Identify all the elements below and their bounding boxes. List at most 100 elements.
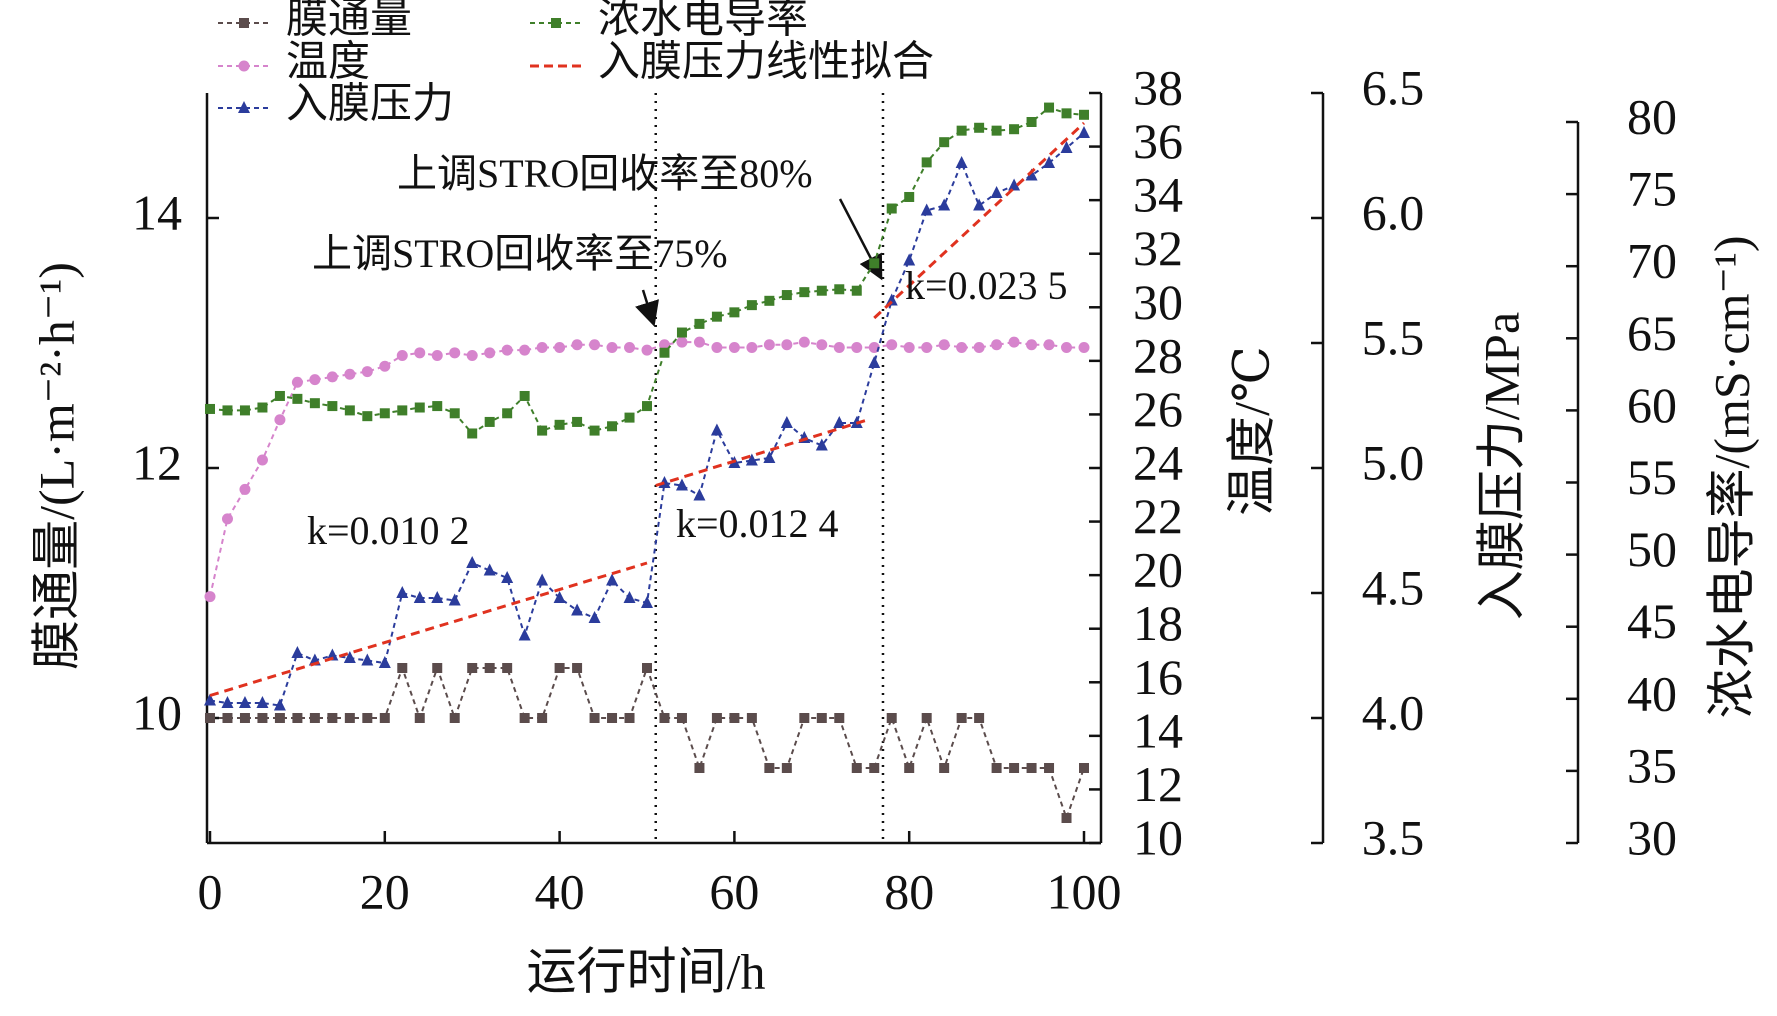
y-tick-label: 20 xyxy=(1133,542,1183,598)
data-point xyxy=(956,713,967,723)
data-point xyxy=(484,663,495,673)
data-point xyxy=(974,713,985,723)
data-point xyxy=(572,663,583,673)
y-tick-label: 30 xyxy=(1627,809,1677,865)
data-point xyxy=(361,366,373,378)
data-point xyxy=(991,339,1003,351)
data-point xyxy=(938,198,951,211)
data-point xyxy=(851,763,862,773)
data-point xyxy=(414,402,425,413)
data-point xyxy=(1009,763,1020,773)
data-point xyxy=(886,203,897,214)
data-point xyxy=(851,285,862,296)
data-point xyxy=(572,416,583,427)
data-point xyxy=(938,339,950,351)
data-point xyxy=(501,344,513,356)
data-point xyxy=(466,350,478,361)
data-point xyxy=(502,663,513,673)
data-point xyxy=(378,656,391,668)
data-point xyxy=(239,713,250,723)
data-point xyxy=(588,611,601,623)
data-point xyxy=(886,339,898,351)
y-tick-label: 65 xyxy=(1627,305,1677,361)
data-point xyxy=(589,713,600,723)
data-point xyxy=(676,713,687,723)
data-point xyxy=(257,713,268,723)
legend-label: 膜通量 xyxy=(286,0,412,43)
data-point xyxy=(798,336,810,348)
data-point xyxy=(536,341,548,353)
legend-label: 浓水电导率 xyxy=(598,0,808,43)
y-tick-label: 75 xyxy=(1627,161,1677,217)
data-point xyxy=(238,696,251,708)
data-point xyxy=(624,713,635,723)
data-point xyxy=(483,563,496,576)
data-point xyxy=(256,696,269,708)
x-tick-label: 20 xyxy=(360,863,410,919)
data-point xyxy=(903,341,915,353)
data-point xyxy=(676,327,687,338)
data-point xyxy=(221,513,233,525)
data-point xyxy=(205,713,215,723)
data-point xyxy=(413,591,426,603)
data-point xyxy=(658,339,670,351)
data-point xyxy=(1061,108,1072,119)
data-point xyxy=(484,347,496,359)
data-point xyxy=(274,713,285,723)
x-tick-label: 0 xyxy=(198,863,223,919)
data-point xyxy=(991,125,1002,136)
data-point xyxy=(763,451,776,463)
data-point xyxy=(973,341,985,353)
data-point xyxy=(291,646,304,658)
data-point xyxy=(694,763,705,773)
data-point xyxy=(955,156,968,168)
data-point xyxy=(764,295,775,306)
data-point xyxy=(361,653,374,666)
x-axis-title: 运行时间/h xyxy=(527,943,766,999)
data-point xyxy=(449,713,460,723)
data-point xyxy=(519,713,530,723)
y-tick-label: 80 xyxy=(1627,88,1677,144)
annotation-arrow xyxy=(635,289,659,327)
annotation: k=0.023 5 xyxy=(905,263,1068,308)
x-tick-label: 60 xyxy=(709,863,759,919)
annotation: k=0.012 4 xyxy=(676,501,839,546)
y-tick-label: 16 xyxy=(1133,649,1183,705)
y-tick-label: 18 xyxy=(1133,595,1183,651)
legend-label: 入膜压力线性拟合 xyxy=(598,40,934,86)
data-point xyxy=(379,360,391,372)
y-tick-label: 26 xyxy=(1133,381,1183,437)
data-point xyxy=(816,285,827,296)
data-point xyxy=(431,591,444,603)
data-point xyxy=(799,287,810,298)
y-tick-label: 4.0 xyxy=(1362,684,1425,740)
data-point xyxy=(991,763,1002,773)
y-tick-label: 28 xyxy=(1133,327,1183,383)
data-point xyxy=(745,453,758,466)
data-point xyxy=(554,419,565,430)
data-point xyxy=(816,713,827,723)
x-tick-label: 100 xyxy=(1047,863,1122,919)
data-point xyxy=(467,428,478,439)
y-tick-label: 12 xyxy=(132,434,182,490)
y-tick-label: 10 xyxy=(1133,809,1183,865)
data-point xyxy=(710,423,723,436)
data-point xyxy=(536,573,549,586)
data-point xyxy=(607,713,618,723)
data-point xyxy=(589,339,601,351)
data-point xyxy=(939,763,950,773)
y-tick-label: 22 xyxy=(1133,488,1183,544)
data-point xyxy=(833,341,845,353)
series-line xyxy=(209,121,1086,697)
legend-marker xyxy=(238,101,250,113)
data-point xyxy=(833,416,846,428)
data-point xyxy=(1044,763,1055,773)
data-point xyxy=(432,663,443,673)
y-tick-label: 34 xyxy=(1133,167,1183,223)
data-point xyxy=(641,596,653,608)
data-point xyxy=(309,374,321,386)
data-point xyxy=(990,186,1003,198)
data-point xyxy=(1008,336,1020,348)
data-point xyxy=(658,476,671,488)
data-point xyxy=(343,651,356,663)
